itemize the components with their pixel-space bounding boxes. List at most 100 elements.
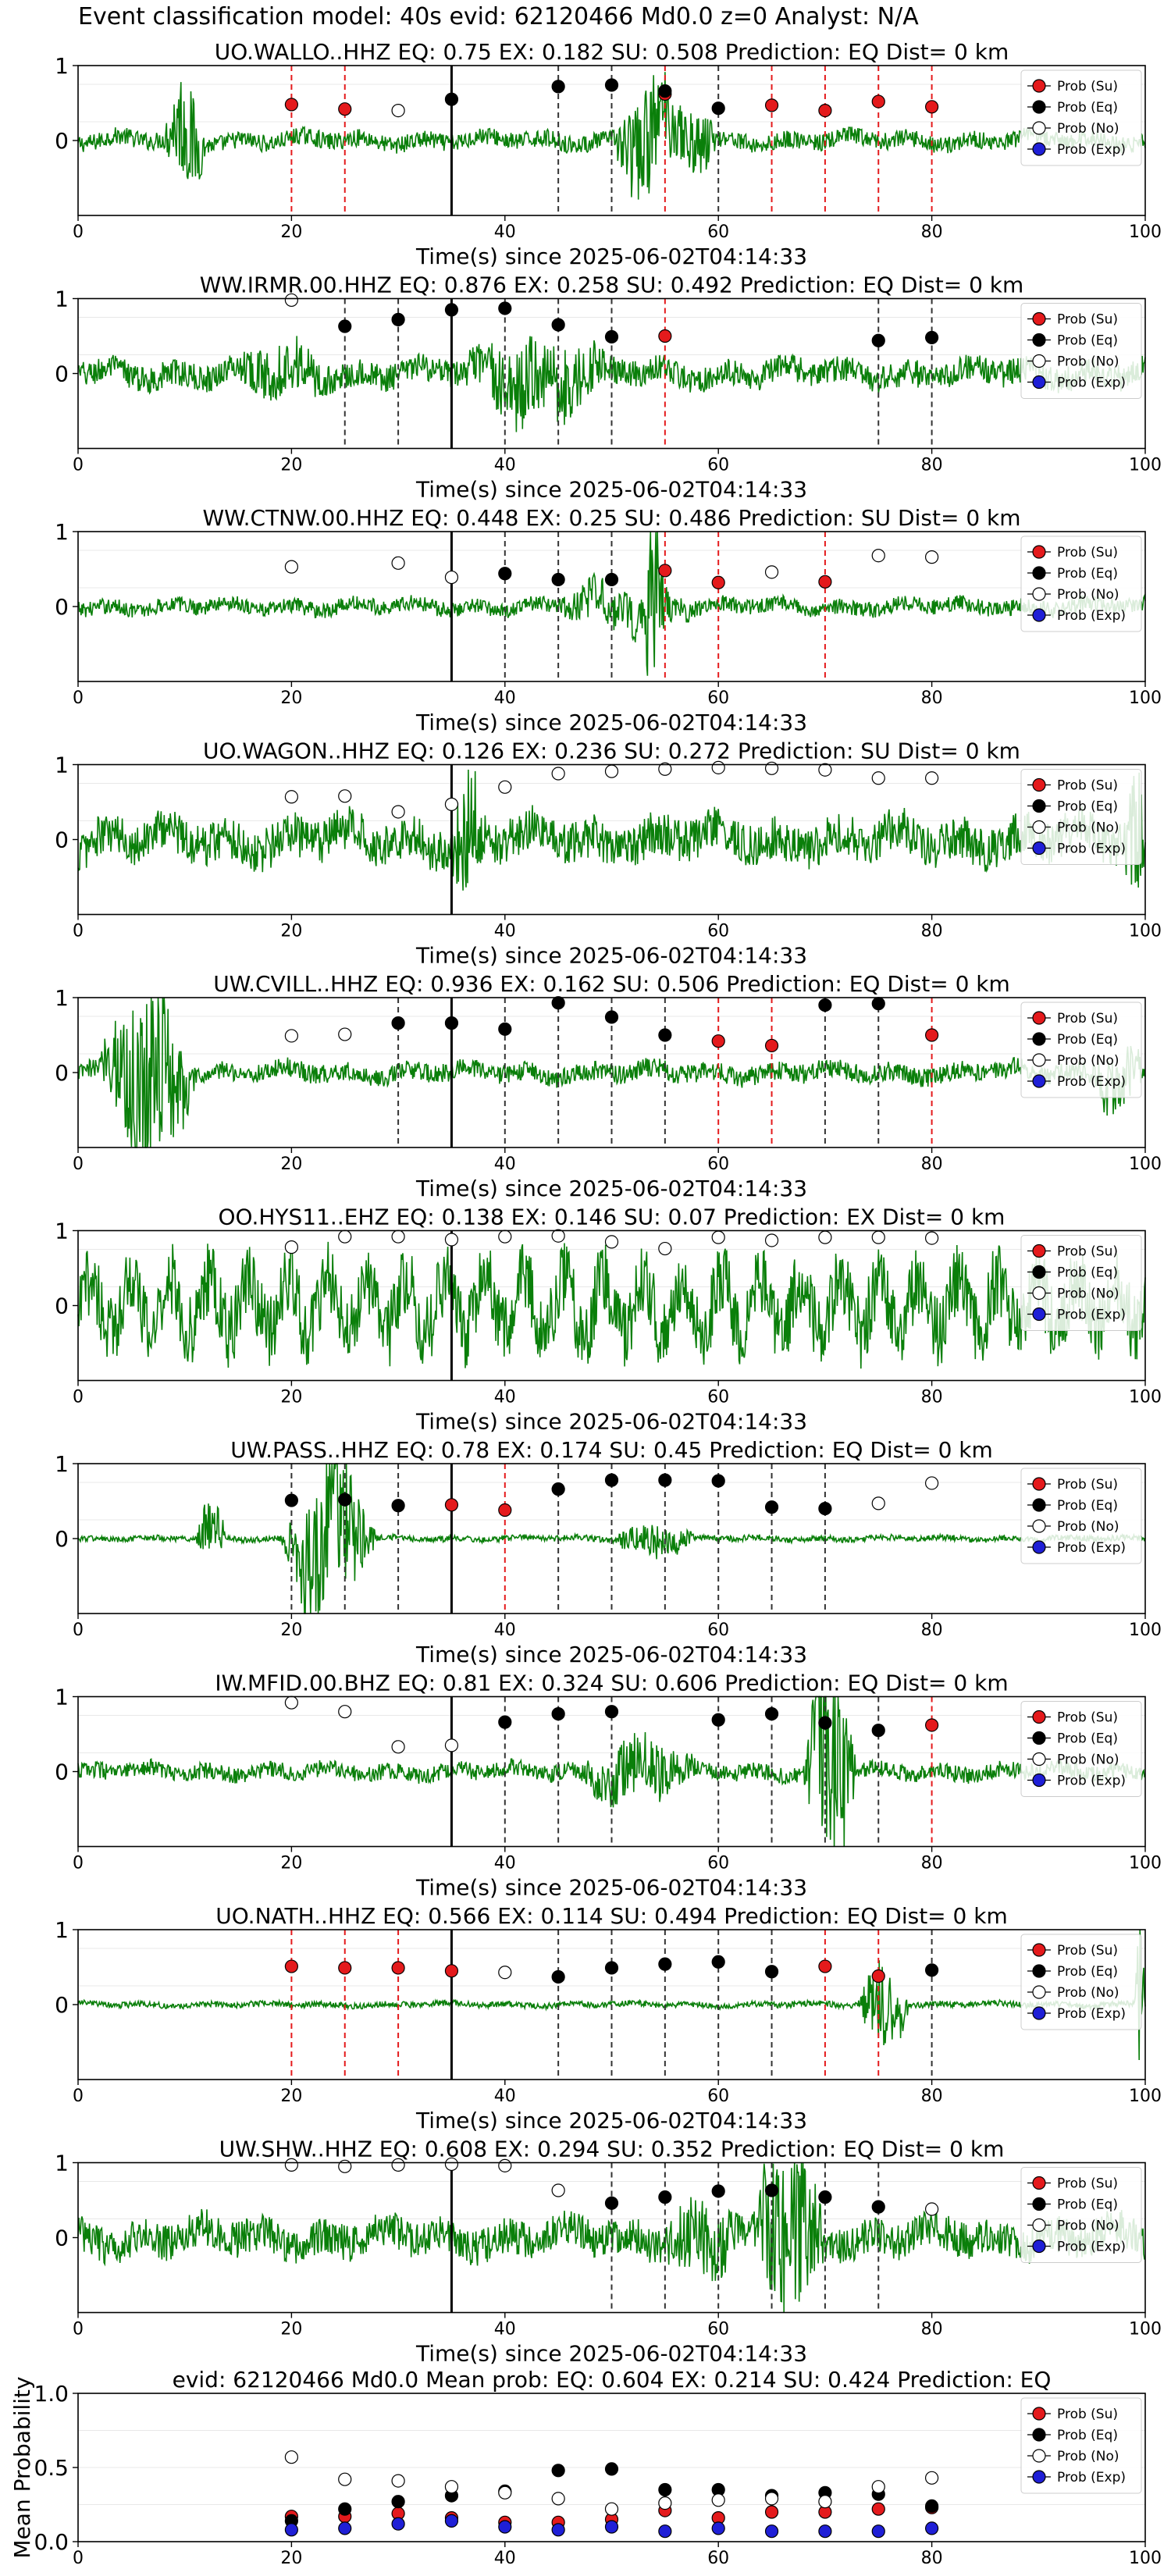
x-tick-label: 40 bbox=[494, 1854, 516, 1873]
data-point-eq bbox=[871, 2200, 885, 2214]
data-point-eq bbox=[924, 1963, 939, 1977]
y-tick-label: 1 bbox=[55, 1219, 69, 1244]
legend-marker-exp bbox=[1032, 841, 1046, 856]
data-point-eq bbox=[711, 2184, 725, 2198]
legend-marker-eq bbox=[1032, 2197, 1046, 2211]
data-point-eq bbox=[924, 330, 939, 345]
legend-marker-su bbox=[1032, 2407, 1046, 2421]
x-tick-label: 0 bbox=[73, 1854, 84, 1873]
data-point-no bbox=[551, 1229, 565, 1243]
legend-label: Prob (Exp) bbox=[1057, 375, 1126, 391]
data-point-no bbox=[604, 764, 619, 778]
legend-box bbox=[1020, 2167, 1142, 2263]
waveform-trace bbox=[77, 72, 1146, 200]
x-tick-label: 20 bbox=[280, 2320, 302, 2339]
x-tick-label: 40 bbox=[494, 1388, 516, 1407]
panel-6: OO.HYS11..EHZ EQ: 0.138 EX: 0.146 SU: 0.… bbox=[55, 1204, 1162, 1435]
data-point-su bbox=[284, 1959, 298, 1973]
data-point-su bbox=[924, 100, 939, 114]
legend-marker-eq bbox=[1032, 100, 1046, 114]
data-point-eq bbox=[284, 1493, 298, 1507]
y-tick-label: 1 bbox=[55, 1451, 69, 1477]
x-tick-label: 80 bbox=[921, 2549, 943, 2568]
x-tick-label: 100 bbox=[1129, 2087, 1162, 2106]
x-tick-label: 100 bbox=[1129, 922, 1162, 941]
x-tick-label: 20 bbox=[280, 1854, 302, 1873]
panel-10: UW.SHW..HHZ EQ: 0.608 EX: 0.294 SU: 0.35… bbox=[55, 2137, 1162, 2367]
legend-label: Prob (Exp) bbox=[1057, 1774, 1126, 1789]
data-point-su bbox=[871, 2502, 885, 2516]
legend-marker-no bbox=[1032, 2449, 1046, 2463]
data-point-eq bbox=[658, 1473, 672, 1487]
panel-7: UW.PASS..HHZ EQ: 0.78 EX: 0.174 SU: 0.45… bbox=[55, 1437, 1162, 1667]
legend-marker-eq bbox=[1032, 1265, 1046, 1279]
data-point-no bbox=[924, 550, 939, 564]
x-tick-label: 0 bbox=[73, 2549, 84, 2568]
data-point-eq bbox=[551, 996, 565, 1010]
data-point-eq bbox=[604, 2196, 619, 2210]
data-point-no bbox=[871, 1230, 885, 1244]
data-point-su bbox=[444, 1498, 459, 1512]
panel-4: UO.WAGON..HHZ EQ: 0.126 EX: 0.236 SU: 0.… bbox=[55, 738, 1162, 969]
data-point-exp bbox=[764, 2524, 779, 2539]
data-point-eq bbox=[551, 1482, 565, 1496]
x-tick-label: 60 bbox=[707, 1155, 729, 1174]
panel-title: evid: 62120466 Md0.0 Mean prob: EQ: 0.60… bbox=[173, 2367, 1052, 2393]
data-point-eq bbox=[391, 312, 405, 326]
data-point-eq bbox=[604, 1473, 619, 1487]
x-tick-label: 80 bbox=[921, 222, 943, 242]
legend-label: Prob (No) bbox=[1057, 1286, 1119, 1302]
legend-label: Prob (Exp) bbox=[1057, 2006, 1126, 2022]
x-tick-label: 60 bbox=[707, 1388, 729, 1407]
waveform-trace bbox=[77, 1695, 1146, 1847]
legend-box bbox=[1020, 303, 1142, 399]
data-point-eq bbox=[444, 303, 459, 317]
data-point-eq bbox=[551, 1706, 565, 1721]
data-point-no bbox=[871, 2480, 885, 2494]
data-point-eq bbox=[658, 1028, 672, 1042]
x-tick-label: 20 bbox=[280, 2549, 302, 2568]
data-point-eq bbox=[391, 2495, 405, 2509]
legend-label: Prob (Exp) bbox=[1057, 2470, 1126, 2485]
x-axis-label: Time(s) since 2025-06-02T04:14:33 bbox=[415, 2341, 807, 2367]
data-point-eq bbox=[658, 2190, 672, 2204]
data-point-exp bbox=[391, 2517, 405, 2531]
data-point-eq bbox=[871, 1724, 885, 1738]
legend-box bbox=[1020, 535, 1142, 632]
x-tick-label: 60 bbox=[707, 2087, 729, 2106]
legend-marker-exp bbox=[1032, 1773, 1046, 1788]
data-point-no bbox=[284, 790, 298, 804]
data-point-exp bbox=[338, 2521, 352, 2535]
data-point-eq bbox=[658, 1957, 672, 1971]
legend-label: Prob (Su) bbox=[1057, 1710, 1118, 1726]
legend-label: Prob (Exp) bbox=[1057, 841, 1126, 857]
legend-marker-exp bbox=[1032, 2239, 1046, 2254]
data-point-no bbox=[711, 2493, 725, 2507]
data-point-exp bbox=[924, 2521, 939, 2535]
x-tick-label: 100 bbox=[1129, 222, 1162, 242]
waveform-trace bbox=[77, 1463, 1146, 1614]
legend-box bbox=[1020, 1468, 1142, 1564]
data-point-no bbox=[818, 1230, 832, 1244]
x-tick-label: 100 bbox=[1129, 2320, 1162, 2339]
data-point-no bbox=[284, 293, 298, 308]
legend-box bbox=[1020, 69, 1142, 166]
data-point-no bbox=[924, 2471, 939, 2485]
data-point-eq bbox=[551, 80, 565, 94]
data-point-no bbox=[444, 797, 459, 811]
legend-marker-su bbox=[1032, 2176, 1046, 2190]
data-point-eq bbox=[604, 572, 619, 587]
data-point-no bbox=[764, 2492, 779, 2506]
legend-label: Prob (Eq) bbox=[1057, 1964, 1118, 1980]
y-tick-label: 1 bbox=[55, 985, 69, 1011]
x-tick-label: 80 bbox=[921, 1388, 943, 1407]
y-tick-label: 0 bbox=[55, 361, 69, 387]
panel-title: UO.WALLO..HHZ EQ: 0.75 EX: 0.182 SU: 0.5… bbox=[215, 39, 1009, 65]
x-tick-label: 0 bbox=[73, 922, 84, 941]
data-point-eq bbox=[924, 2499, 939, 2513]
data-point-no bbox=[391, 104, 405, 118]
data-point-su bbox=[818, 575, 832, 589]
legend-label: Prob (Exp) bbox=[1057, 2240, 1126, 2255]
y-tick-label: 1 bbox=[55, 1685, 69, 1710]
